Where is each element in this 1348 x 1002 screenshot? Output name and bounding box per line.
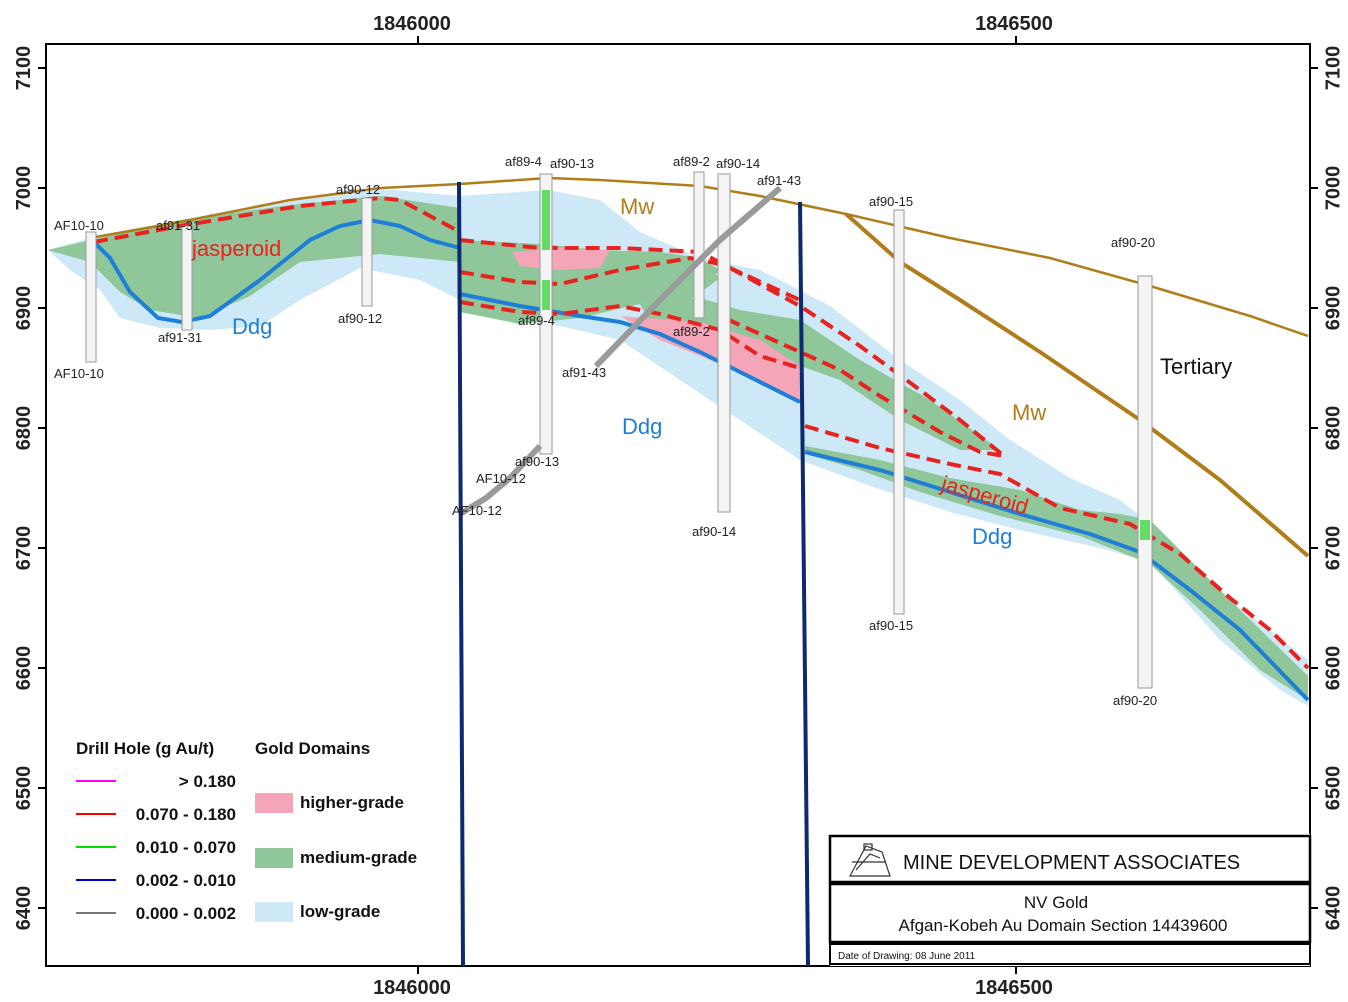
elevation-label: 6500	[13, 766, 35, 811]
easting-label-top-2: 1846500	[975, 13, 1053, 35]
elevation-label: 7100	[1323, 46, 1345, 91]
hole-label-af90-20-top: af90-20	[1111, 235, 1155, 250]
elevation-label: 6400	[13, 886, 35, 931]
unit-label-mw-east: Mw	[1012, 400, 1046, 425]
hole-label-af90-12-bottom: af90-12	[338, 311, 382, 326]
legend-grade-label: 0.000 - 0.002	[136, 904, 236, 923]
drill-hole-trace	[893, 209, 905, 615]
title-block: MINE DEVELOPMENT ASSOCIATES NV Gold Afga…	[828, 834, 1312, 966]
drill-hole-trace	[717, 173, 731, 513]
elevation-label: 7000	[1323, 166, 1345, 211]
tick-marks	[38, 36, 1318, 974]
hole-label-af89-4-bottom: af89-4	[518, 313, 555, 328]
unit-label-jasperoid-west: jasperoid	[191, 236, 281, 261]
company-logo	[849, 843, 891, 877]
title-block-project: NV Gold	[1024, 893, 1088, 912]
hole-label-af90-15-top: af90-15	[869, 194, 913, 209]
hole-label-af90-12-top: af90-12	[336, 182, 380, 197]
hole-label-af91-43-top: af91-43	[757, 173, 801, 188]
drill-hole-trace	[1137, 275, 1153, 689]
hole-label-af90-13-bottom: af90-13	[515, 454, 559, 469]
easting-label-bottom-2: 1846500	[975, 977, 1053, 999]
hole-label-af90-13-top: af90-13	[550, 156, 594, 171]
legend-domain-label: higher-grade	[300, 793, 404, 812]
legend-grade-label: 0.070 - 0.180	[136, 805, 236, 824]
drill-hole-labels: AF10-10 AF10-10 af91-31 af91-31 af90-12 …	[54, 154, 1157, 708]
elevation-label: 6500	[1323, 766, 1345, 811]
unit-label-tertiary: Tertiary	[1160, 354, 1232, 379]
elevation-label: 6400	[1323, 886, 1345, 931]
hole-label-af10-12-bottom: AF10-12	[452, 503, 502, 518]
unit-label-ddg-west: Ddg	[232, 314, 272, 339]
elevation-label: 6800	[13, 406, 35, 451]
legend-grade-label: 0.002 - 0.010	[136, 871, 236, 890]
drill-hole-trace	[693, 171, 705, 319]
title-block-company: MINE DEVELOPMENT ASSOCIATES	[903, 852, 1240, 874]
drill-hole-trace	[361, 197, 373, 307]
elevation-label: 6900	[13, 286, 35, 331]
title-block-project-box	[828, 882, 1312, 944]
elevation-label: 6700	[1323, 526, 1345, 571]
legend-domains-title: Gold Domains	[255, 739, 370, 758]
legend-drill-hole-title: Drill Hole (g Au/t)	[76, 739, 214, 758]
hole-label-af90-15-bottom: af90-15	[869, 618, 913, 633]
hole-label-af91-31-bottom: af91-31	[158, 330, 202, 345]
legend-swatch-higher-grade	[255, 793, 293, 813]
title-block-date: Date of Drawing: 08 June 2011	[838, 951, 976, 962]
hole-label-af10-10-top: AF10-10	[54, 218, 104, 233]
easting-label-top-1: 1846000	[373, 13, 451, 35]
hole-label-af91-43-bottom: af91-43	[562, 365, 606, 380]
legend: Drill Hole (g Au/t) Gold Domains > 0.180…	[76, 739, 417, 923]
hole-label-af90-14-top: af90-14	[716, 156, 760, 171]
hole-label-af89-4-top: af89-4	[505, 154, 542, 169]
hole-label-af90-20-bottom: af90-20	[1113, 693, 1157, 708]
title-block-date-box	[829, 943, 1311, 965]
legend-grade-label: > 0.180	[179, 772, 236, 791]
drill-hole-trace	[458, 443, 543, 517]
hole-label-af10-10-bottom: AF10-10	[54, 366, 104, 381]
hole-label-af89-2-top: af89-2	[673, 154, 710, 169]
hole-label-af10-12-top: AF10-12	[476, 471, 526, 486]
easting-label-bottom-1: 1846000	[373, 977, 451, 999]
legend-swatch-medium-grade	[255, 848, 293, 868]
elevation-label: 7000	[13, 166, 35, 211]
fault-east	[798, 201, 810, 967]
legend-grade-label: 0.010 - 0.070	[136, 838, 236, 857]
elevation-labels-left: 7100 7000 6900 6800 6700 6600 6500 6400	[13, 46, 35, 931]
elevation-label: 6600	[1323, 646, 1345, 691]
elevation-label: 6600	[13, 646, 35, 691]
unit-label-ddg-central: Ddg	[622, 414, 662, 439]
inclined-drill-holes	[458, 185, 782, 517]
legend-swatch-low-grade	[255, 902, 293, 922]
elevation-label: 7100	[13, 46, 35, 91]
hole-label-af90-14-bottom: af90-14	[692, 524, 736, 539]
drill-hole-trace	[593, 185, 782, 369]
hole-label-af89-2-bottom: af89-2	[673, 324, 710, 339]
drill-hole-trace	[181, 225, 193, 331]
drill-hole-trace	[85, 231, 97, 363]
elevation-label: 6800	[1323, 406, 1345, 451]
unit-label-ddg-east: Ddg	[972, 524, 1012, 549]
legend-domain-label: medium-grade	[300, 848, 417, 867]
drill-hole-grade-intervals	[542, 190, 1150, 540]
title-block-section: Afgan-Kobeh Au Domain Section 14439600	[899, 916, 1228, 935]
faults	[457, 181, 810, 967]
unit-label-mw-north: Mw	[620, 194, 654, 219]
legend-domain-label: low-grade	[300, 902, 380, 921]
elevation-labels-right: 7100 7000 6900 6800 6700 6600 6500 6400	[1323, 46, 1345, 931]
fault-west	[457, 181, 465, 967]
hole-label-af91-31-top: af91-31	[156, 218, 200, 233]
title-block-company-box	[828, 834, 1312, 884]
elevation-label: 6900	[1323, 286, 1345, 331]
elevation-label: 6700	[13, 526, 35, 571]
